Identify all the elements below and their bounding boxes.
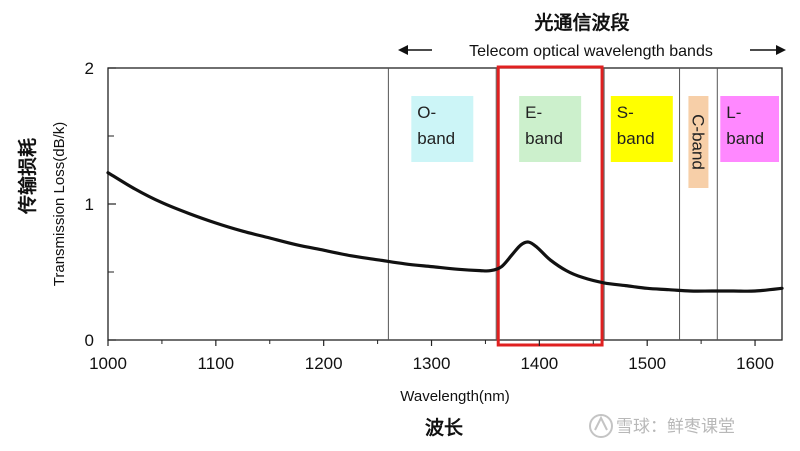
y-axis-label: Transmission Loss(dB/k) [51,122,68,287]
band-label-line2: band [617,129,655,148]
band-label-line1: O- [417,103,436,122]
band-label: C-band [688,114,707,170]
x-tick-label: 1000 [89,354,127,373]
x-tick-label: 1400 [520,354,558,373]
band-label-line1: S- [617,103,634,122]
chart-title: 光通信波段 [533,11,630,34]
chart-subtitle: Telecom optical wavelength bands [469,43,713,60]
y-tick-label: 1 [85,195,94,214]
band-c-band: C-band [679,68,709,340]
band-label-line1: E- [525,103,542,122]
x-tick-label: 1100 [198,354,235,373]
watermark-text: 雪球：鲜枣课堂 [616,417,735,437]
snowball-logo-icon [589,414,613,438]
band-l-band: L-band [716,68,779,340]
band-label-line1: L- [726,103,741,122]
band-label-box [688,96,709,188]
y-axis: 0 1 2 [85,59,116,350]
band-label-box [720,96,779,162]
highlight-box [496,65,604,347]
band-label-box [610,96,673,162]
band-label-line2: band [726,129,764,148]
y-axis-label-cn: 传输损耗 [16,138,39,215]
x-axis-label: Wavelength(nm) [400,388,509,405]
band-label-box [411,96,474,162]
band-range-arrow [398,45,786,55]
y-tick-label: 2 [85,59,94,78]
band-label-box [519,96,582,162]
x-tick-label: 1500 [628,354,666,373]
x-axis: 1000 1100 1200 1300 1400 1500 1600 [89,340,774,373]
x-axis-label-cn: 波长 [425,416,464,439]
x-tick-label: 1600 [736,354,774,373]
x-tick-label: 1200 [305,354,343,373]
band-label-line2: band [417,129,455,148]
band-s-band: S-band [603,68,673,340]
band-e-band: E-band [495,65,604,347]
band-label-line2: band [525,129,563,148]
y-tick-label: 0 [85,331,94,350]
watermark: 雪球：鲜枣课堂 [589,414,735,438]
series-line [106,171,784,293]
band-o-band: O-band [387,68,474,340]
x-tick-label: 1300 [413,354,451,373]
